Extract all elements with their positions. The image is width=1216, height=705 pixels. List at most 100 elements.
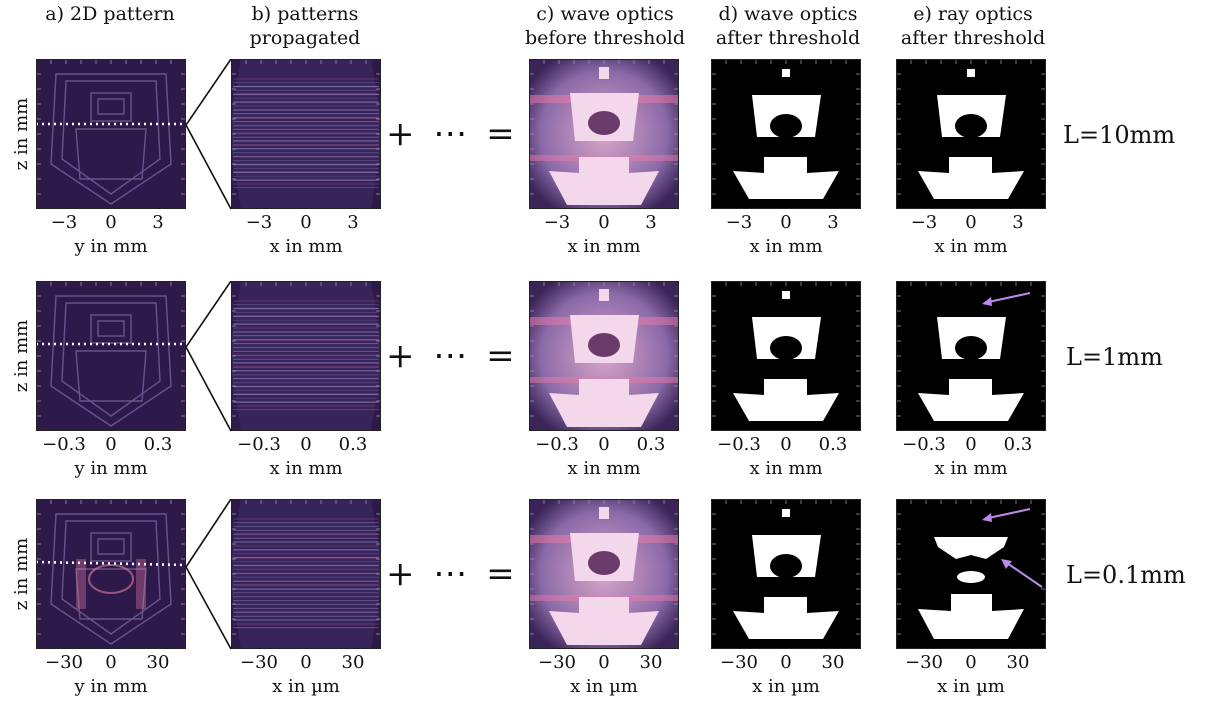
axis-tick-label: 0	[780, 652, 792, 673]
propagated-pattern-image	[231, 59, 381, 209]
x-axis-label: x in mm	[269, 458, 343, 479]
axis-tick-label: 3	[152, 212, 164, 233]
axis-tick-label: −0.3	[535, 434, 579, 455]
axis-tick-label: 0	[965, 434, 977, 455]
axis-tick-label: 0	[105, 434, 117, 455]
wave-before-image	[529, 281, 679, 431]
axis-tick-label: −3	[543, 212, 571, 233]
axis-tick-label: 3	[827, 212, 839, 233]
axis-tick-label: 30	[341, 652, 365, 673]
wave-after-image	[711, 281, 861, 431]
axis-tick-label: 0.3	[636, 434, 666, 455]
length-label: L=10mm	[1063, 121, 1176, 149]
axis-tick-label: −0.3	[902, 434, 946, 455]
axis-tick-label: −3	[725, 212, 753, 233]
axis-tick-label: −30	[538, 652, 576, 673]
header-patterns-propagated: b) patterns propagated	[225, 2, 385, 50]
header-e-line2: after threshold	[900, 27, 1046, 49]
axis-tick-label: 0	[300, 434, 312, 455]
length-label: L=0.1mm	[1066, 561, 1186, 589]
length-label: L=1mm	[1066, 343, 1163, 371]
header-2d-pattern: a) 2D pattern	[45, 3, 175, 25]
x-axis-label: x in mm	[934, 236, 1008, 257]
x-axis-label: x in mm	[749, 236, 823, 257]
x-axis-label: x in mm	[567, 458, 641, 479]
axis-tick-label: −3	[50, 212, 78, 233]
axis-tick-label: −0.3	[717, 434, 761, 455]
propagated-pattern-image	[231, 499, 381, 649]
axis-tick-label: 0.3	[143, 434, 173, 455]
header-d-line2: after threshold	[715, 27, 861, 49]
header-e-line1: e) ray optics	[913, 3, 1033, 25]
x-axis-label: x in µm	[570, 676, 638, 697]
axis-tick-label: 0	[965, 212, 977, 233]
x-axis-label: y in mm	[74, 458, 148, 479]
propagated-pattern-image	[231, 281, 381, 431]
axis-tick-label: −3	[910, 212, 938, 233]
axis-tick-label: −30	[720, 652, 758, 673]
expansion-lines	[186, 499, 232, 650]
wave-before-image	[529, 499, 679, 649]
pattern-2d-image	[36, 59, 186, 209]
header-c-line2: before threshold	[524, 27, 686, 49]
x-axis-label: x in mm	[269, 236, 343, 257]
axis-tick-label: 0	[598, 434, 610, 455]
z-axis-label: z in mm	[11, 319, 32, 393]
ray-after-image	[896, 59, 1046, 209]
z-axis-label: z in mm	[11, 97, 32, 171]
sum-operator: + ⋯ =	[386, 336, 519, 376]
axis-tick-label: −30	[45, 652, 83, 673]
ray-after-image	[896, 281, 1046, 431]
wave-after-image	[711, 499, 861, 649]
axis-tick-label: 3	[645, 212, 657, 233]
x-axis-label: y in mm	[74, 676, 148, 697]
axis-tick-label: −30	[240, 652, 278, 673]
axis-tick-label: 0.3	[1003, 434, 1033, 455]
z-axis-label: z in mm	[11, 537, 32, 611]
axis-tick-label: 0	[780, 434, 792, 455]
axis-tick-label: 30	[639, 652, 663, 673]
pattern-2d-image	[36, 499, 186, 649]
sum-operator: + ⋯ =	[386, 114, 519, 154]
header-wave-before: c) wave optics before threshold	[520, 2, 690, 50]
x-axis-label: x in µm	[272, 676, 340, 697]
axis-tick-label: 30	[821, 652, 845, 673]
header-wave-after: d) wave optics after threshold	[703, 2, 873, 50]
header-b-line1: b) patterns	[251, 3, 359, 25]
x-axis-label: x in mm	[567, 236, 641, 257]
wave-after-image	[711, 59, 861, 209]
axis-tick-label: 30	[1006, 652, 1030, 673]
header-ray-after: e) ray optics after threshold	[888, 2, 1058, 50]
axis-tick-label: 0.3	[818, 434, 848, 455]
axis-tick-label: −30	[905, 652, 943, 673]
axis-tick-label: −0.3	[42, 434, 86, 455]
axis-tick-label: 0	[598, 212, 610, 233]
axis-tick-label: 3	[347, 212, 359, 233]
x-axis-label: x in µm	[937, 676, 1005, 697]
pattern-2d-image	[36, 281, 186, 431]
axis-tick-label: 0	[300, 212, 312, 233]
axis-tick-label: 30	[146, 652, 170, 673]
axis-tick-label: 0	[965, 652, 977, 673]
x-axis-label: x in mm	[749, 458, 823, 479]
axis-tick-label: 0	[780, 212, 792, 233]
axis-tick-label: 0	[598, 652, 610, 673]
header-d-line1: d) wave optics	[718, 3, 858, 25]
x-axis-label: x in µm	[752, 676, 820, 697]
x-axis-label: x in mm	[934, 458, 1008, 479]
ray-after-image	[896, 499, 1046, 649]
axis-tick-label: 3	[1012, 212, 1024, 233]
header-b-line2: propagated	[249, 27, 361, 49]
axis-tick-label: 0.3	[338, 434, 368, 455]
axis-tick-label: −0.3	[237, 434, 281, 455]
axis-tick-label: 0	[105, 212, 117, 233]
axis-tick-label: −3	[245, 212, 273, 233]
x-axis-label: y in mm	[74, 236, 148, 257]
header-c-line1: c) wave optics	[536, 3, 674, 25]
expansion-lines	[186, 281, 232, 432]
expansion-lines	[186, 59, 232, 210]
axis-tick-label: 0	[105, 652, 117, 673]
sum-operator: + ⋯ =	[386, 554, 519, 594]
axis-tick-label: 0	[300, 652, 312, 673]
wave-before-image	[529, 59, 679, 209]
